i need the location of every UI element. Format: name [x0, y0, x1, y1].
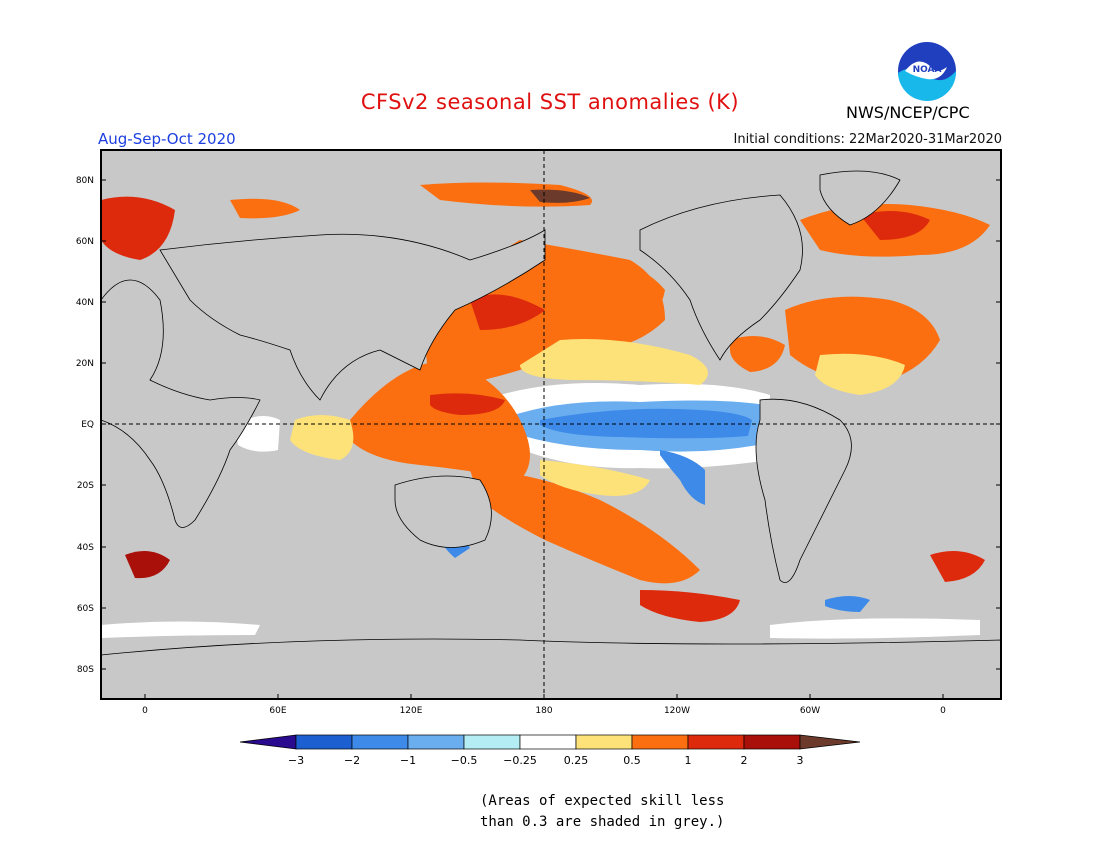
colorbar: −3 −2 −1 −0.5 −0.25 0.25 0.5 1 2 3 — [239, 734, 861, 767]
colorbar-label: 2 — [741, 754, 748, 767]
lon-tick-label: 60E — [269, 706, 286, 716]
skill-note-line-1: (Areas of expected skill less — [480, 793, 725, 809]
colorbar-label: 0.25 — [564, 754, 589, 767]
barents-orange — [230, 198, 300, 219]
coastlines — [101, 170, 1001, 699]
landmass-south-america — [755, 398, 852, 583]
west-pacific-red — [430, 393, 505, 415]
pacific-blue-core — [540, 408, 752, 439]
south-pacific-yellow — [540, 460, 650, 496]
lat-tick-label: 40S — [77, 543, 94, 553]
season-label: Aug-Sep-Oct 2020 — [98, 130, 236, 148]
southern-ocean-white-1 — [101, 621, 260, 638]
skill-note-line-2: than 0.3 are shaded in grey.) — [480, 814, 725, 830]
colorbar-swatch — [687, 734, 745, 750]
map-title: CFSv2 seasonal SST anomalies (K) — [360, 90, 740, 114]
lat-tick-label: 20N — [76, 359, 94, 369]
initial-conditions-label: Initial conditions: 22Mar2020-31Mar2020 — [733, 132, 1003, 147]
north-pacific-yellow — [520, 339, 708, 385]
southern-ocean-white-2 — [770, 618, 980, 639]
lat-tick-label: 40N — [76, 298, 94, 308]
colorbar-label: −3 — [288, 754, 304, 767]
colorbar-label: −2 — [344, 754, 360, 767]
skill-note: (Areas of expected skill less than 0.3 a… — [480, 791, 724, 833]
colorbar-label: −0.5 — [451, 754, 478, 767]
colorbar-swatch — [631, 734, 689, 750]
indian-ocean-orange — [290, 415, 354, 460]
landmass-north-america — [639, 194, 803, 361]
noaa-logo: NOAA — [898, 42, 957, 101]
greenland-sea-red — [101, 196, 175, 260]
lat-tick-label: EQ — [81, 420, 94, 430]
longitude-axis: 0 60E 120E 180 120W 60W 0 — [142, 694, 946, 716]
lon-tick-label: 0 — [142, 706, 148, 716]
colorbar-label: −1 — [400, 754, 416, 767]
latitude-axis: 80N 60N 40N 20N EQ 20S 40S 60S 80S — [76, 176, 1001, 675]
colorbar-label: 0.5 — [623, 754, 641, 767]
lat-tick-label: 60S — [77, 604, 94, 614]
colorbar-swatch — [743, 734, 801, 750]
landmass-asia — [159, 229, 546, 401]
colorbar-swatch — [295, 734, 353, 750]
lat-tick-label: 80S — [77, 665, 94, 675]
colorbar-label: 3 — [797, 754, 804, 767]
lat-tick-label: 20S — [77, 481, 94, 491]
ne-pacific-orange — [595, 264, 665, 325]
lat-tick-label: 80N — [76, 176, 94, 186]
landmass-greenland — [819, 170, 901, 226]
lon-tick-label: 120W — [664, 706, 690, 716]
north-pacific-red — [470, 294, 545, 330]
colorbar-label: −0.25 — [503, 754, 537, 767]
north-atlantic-red — [860, 211, 930, 240]
colorbar-arrow-right — [799, 734, 861, 750]
colorbar-swatch — [519, 734, 577, 750]
caribbean-orange — [730, 336, 785, 372]
pacific-blue-tail — [660, 450, 705, 505]
colorbar-swatch — [575, 734, 633, 750]
colorbar-swatch — [407, 734, 465, 750]
west-pacific-orange — [350, 360, 530, 480]
southern-ocean-blue — [825, 596, 870, 612]
south-pacific-orange — [470, 470, 700, 584]
anomaly-shading — [101, 182, 990, 639]
landmass-africa-eurasia — [101, 279, 261, 528]
colorbar-swatch — [351, 734, 409, 750]
lon-tick-label: 0 — [940, 706, 946, 716]
colorbar-label: 1 — [685, 754, 692, 767]
colorbar-swatch — [463, 734, 521, 750]
noaa-logo-text: NOAA — [913, 65, 942, 75]
arctic-brown — [530, 189, 590, 203]
landmass-antarctica — [101, 638, 1001, 699]
south-atlantic-red — [930, 551, 985, 582]
lon-tick-label: 180 — [535, 706, 552, 716]
north-atlantic-yellow — [815, 353, 905, 395]
south-pacific-red — [640, 590, 740, 622]
agency-label: NWS/NCEP/CPC — [846, 103, 970, 122]
lon-tick-label: 60W — [800, 706, 820, 716]
colorbar-arrow-left — [239, 734, 297, 750]
south-indian-red — [125, 551, 170, 579]
lon-tick-label: 120E — [400, 706, 423, 716]
lat-tick-label: 60N — [76, 237, 94, 247]
landmass-australia — [394, 475, 492, 548]
